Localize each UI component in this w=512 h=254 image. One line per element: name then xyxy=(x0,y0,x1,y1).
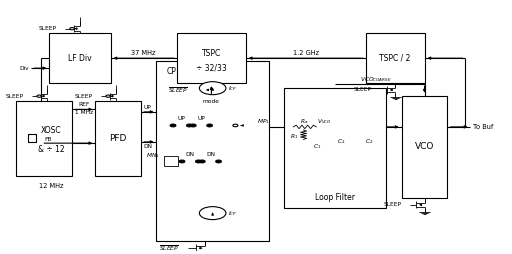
Circle shape xyxy=(199,82,226,95)
Text: $C_2$: $C_2$ xyxy=(337,137,345,146)
Text: $V_{VCO}$: $V_{VCO}$ xyxy=(316,117,331,126)
Text: DN: DN xyxy=(144,144,153,149)
Text: 1 MHz: 1 MHz xyxy=(75,110,93,115)
Text: 12 MHz: 12 MHz xyxy=(38,183,63,189)
Bar xyxy=(95,101,141,176)
Text: $MN_1$: $MN_1$ xyxy=(146,151,160,160)
Bar xyxy=(28,134,36,142)
Text: TSPC / 2: TSPC / 2 xyxy=(379,54,411,63)
Bar xyxy=(284,88,386,208)
Bar xyxy=(49,33,111,83)
Text: SLEEP: SLEEP xyxy=(6,94,24,99)
Text: $I_{CP}$: $I_{CP}$ xyxy=(228,84,237,93)
Text: $\overline{SLEEP}$: $\overline{SLEEP}$ xyxy=(159,244,179,253)
Circle shape xyxy=(179,160,185,163)
Text: CP: CP xyxy=(167,67,177,76)
Text: & ÷ 12: & ÷ 12 xyxy=(37,145,64,154)
Bar xyxy=(157,61,269,241)
Bar xyxy=(366,33,424,83)
Text: 37 MHz: 37 MHz xyxy=(132,50,156,56)
Text: $R_a$: $R_a$ xyxy=(301,117,309,126)
Bar xyxy=(401,96,447,198)
Text: $VCO_{COARSE}$: $VCO_{COARSE}$ xyxy=(359,75,391,84)
Text: XOSC: XOSC xyxy=(40,126,61,135)
Circle shape xyxy=(37,95,41,97)
Text: $MP_1$: $MP_1$ xyxy=(257,117,270,126)
Bar xyxy=(164,156,178,166)
Text: $C_1$: $C_1$ xyxy=(313,142,321,151)
Text: $R_1$: $R_1$ xyxy=(290,132,298,141)
Text: SLEEP: SLEEP xyxy=(383,202,401,207)
Circle shape xyxy=(199,207,226,220)
Circle shape xyxy=(190,124,196,127)
Text: FB: FB xyxy=(44,137,51,142)
Circle shape xyxy=(170,124,176,127)
Text: SLEEP: SLEEP xyxy=(354,87,372,92)
Circle shape xyxy=(70,28,74,30)
Bar xyxy=(16,101,72,176)
Text: VCO: VCO xyxy=(415,142,434,151)
Text: REF: REF xyxy=(78,102,90,107)
Text: TSPC: TSPC xyxy=(202,49,221,58)
Circle shape xyxy=(199,160,205,163)
Text: DN: DN xyxy=(186,152,195,157)
Text: ÷ 32/33: ÷ 32/33 xyxy=(196,64,227,73)
Text: mode: mode xyxy=(203,99,220,104)
Circle shape xyxy=(216,160,221,163)
Text: UP: UP xyxy=(177,116,185,121)
Text: Loop Filter: Loop Filter xyxy=(315,193,355,202)
Text: LF Div: LF Div xyxy=(68,54,92,63)
Text: UP: UP xyxy=(198,116,205,121)
Text: UP: UP xyxy=(144,105,152,110)
Text: SLEEP: SLEEP xyxy=(39,26,57,31)
Circle shape xyxy=(186,124,192,127)
Circle shape xyxy=(196,160,201,163)
Bar xyxy=(177,33,246,83)
Text: $I_{CP}$: $I_{CP}$ xyxy=(228,209,237,218)
Text: 1.2 GHz: 1.2 GHz xyxy=(293,50,319,56)
Text: $C_2$: $C_2$ xyxy=(365,137,373,146)
Circle shape xyxy=(106,95,111,97)
Circle shape xyxy=(207,124,212,127)
Text: Div: Div xyxy=(19,66,29,71)
Text: SLEEP: SLEEP xyxy=(75,94,93,99)
Circle shape xyxy=(233,124,238,127)
Text: PFD: PFD xyxy=(110,134,127,143)
Text: To Buf: To Buf xyxy=(473,124,493,130)
Text: DN: DN xyxy=(206,152,215,157)
Text: $\overline{SLEEP}$: $\overline{SLEEP}$ xyxy=(168,85,188,94)
